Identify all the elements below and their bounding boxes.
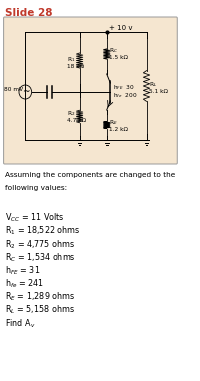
Text: ~: ~ <box>22 88 29 96</box>
Text: h$_{FE}$  30: h$_{FE}$ 30 <box>113 83 135 93</box>
Text: R$_L$ = 5,158 ohms: R$_L$ = 5,158 ohms <box>5 304 74 317</box>
Text: V$_{CC}$ = 11 Volts: V$_{CC}$ = 11 Volts <box>5 211 64 224</box>
Text: R$_1$ = 18,522 ohms: R$_1$ = 18,522 ohms <box>5 225 80 237</box>
Text: R$_2$
4.7 kΩ: R$_2$ 4.7 kΩ <box>67 109 86 123</box>
Text: R$_1$
18 kΩ: R$_1$ 18 kΩ <box>67 54 84 69</box>
Text: following values:: following values: <box>5 185 67 191</box>
FancyBboxPatch shape <box>4 17 177 164</box>
Text: Find A$_v$: Find A$_v$ <box>5 317 35 330</box>
Text: h$_{fe}$ = 241: h$_{fe}$ = 241 <box>5 278 44 290</box>
Text: R$_2$ = 4,775 ohms: R$_2$ = 4,775 ohms <box>5 238 75 250</box>
Text: h$_{fe}$  200: h$_{fe}$ 200 <box>113 91 137 101</box>
Text: + 10 v: + 10 v <box>109 25 132 31</box>
Text: Assuming the components are changed to the: Assuming the components are changed to t… <box>5 172 175 178</box>
Text: R$_E$
1.2 kΩ: R$_E$ 1.2 kΩ <box>109 118 128 132</box>
Text: h$_{FE}$ = 31: h$_{FE}$ = 31 <box>5 264 40 277</box>
Text: R$_C$
1.5 kΩ: R$_C$ 1.5 kΩ <box>109 46 128 60</box>
Text: R$_C$ = 1,534 ohms: R$_C$ = 1,534 ohms <box>5 251 75 264</box>
Text: R$_L$
5.1 kΩ: R$_L$ 5.1 kΩ <box>149 80 168 94</box>
Text: R$_E$ = 1,289 ohms: R$_E$ = 1,289 ohms <box>5 291 75 303</box>
Text: 80 mV: 80 mV <box>4 86 24 91</box>
Text: Slide 28: Slide 28 <box>5 8 52 18</box>
